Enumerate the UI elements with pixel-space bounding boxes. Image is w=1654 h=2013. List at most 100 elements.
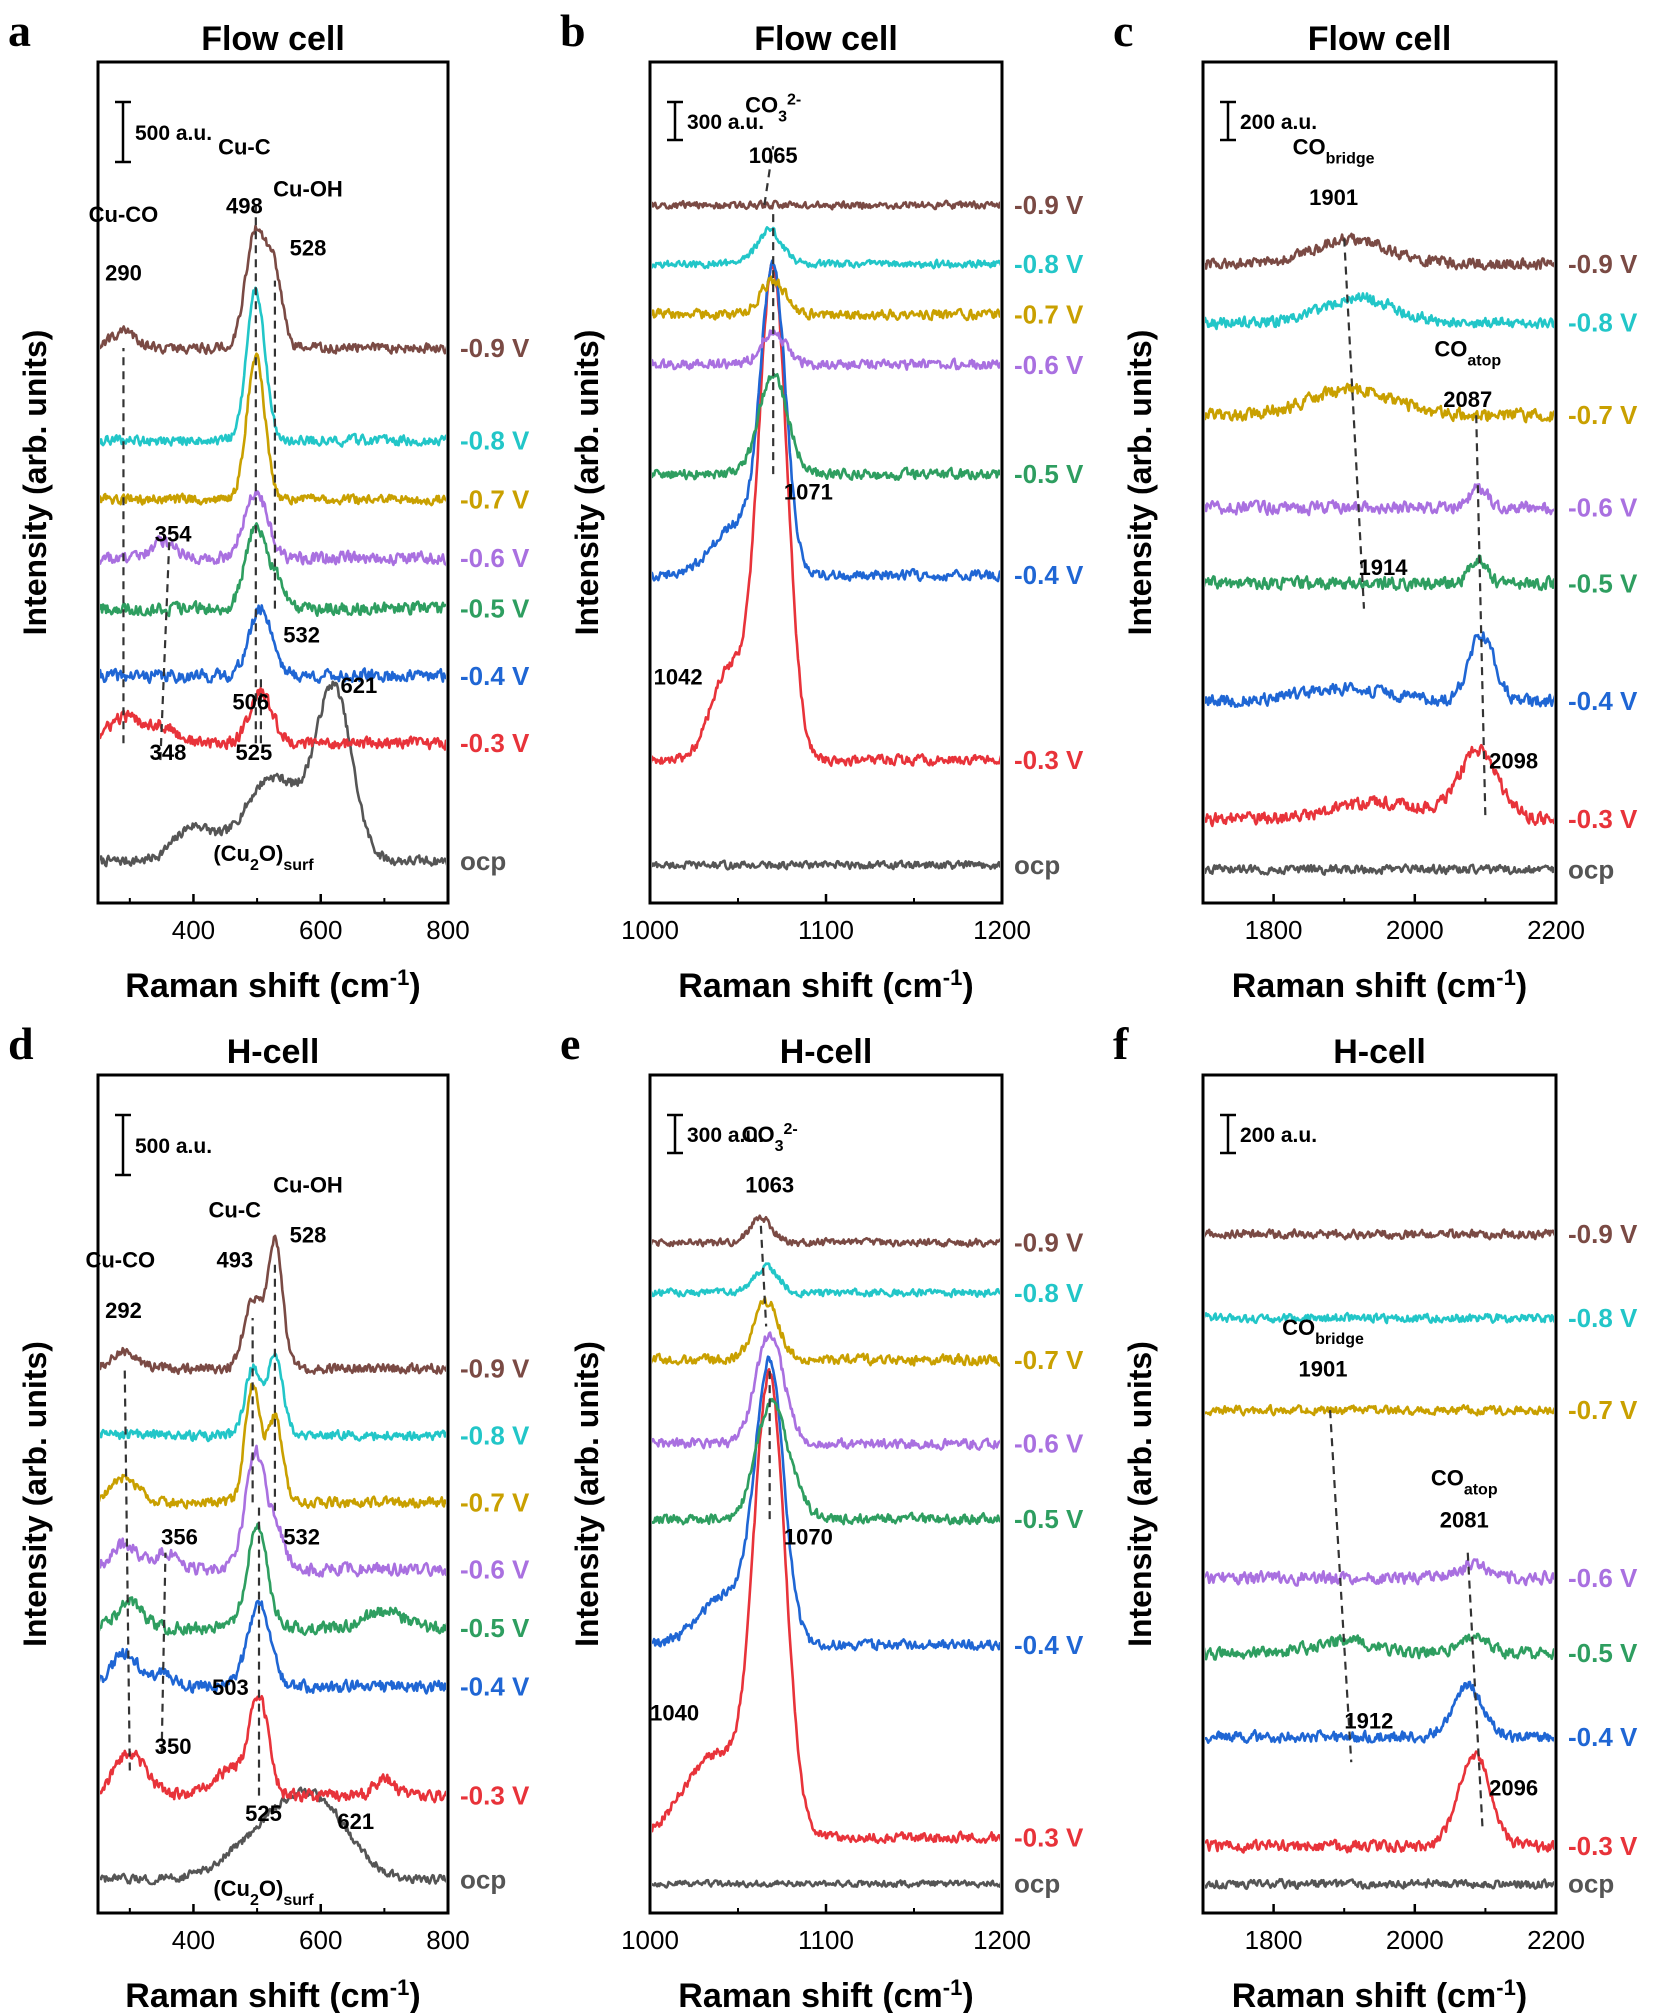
plot-frame [1201,1073,1558,1915]
panel-title: Flow cell [201,20,345,58]
peak-annotation: 528 [290,1223,327,1248]
panel-title: Flow cell [1308,20,1452,58]
spectrum-line [652,372,1000,481]
x-tick-label: 800 [426,1925,469,1955]
peak-annotation: 498 [226,193,263,218]
co-sub: atop [1464,1481,1498,1498]
potential-label: -0.7 V [1568,400,1638,430]
spectrum-line [652,275,1000,322]
scale-bar-label: 200 a.u. [1240,1124,1317,1147]
peak-annotation: 1070 [784,1524,833,1549]
y-axis-label: Intensity (arb. units) [1122,330,1158,636]
peak-annotation: Cu-OH [273,1172,343,1197]
peak-annotation: 2098 [1489,748,1538,773]
panel-title: Flow cell [754,20,898,58]
x-axis-label: Raman shift (cm-1) [125,1975,420,2013]
x-tick-label: 1000 [621,915,679,945]
spectrum-line [1205,554,1554,593]
spectrum-line [100,1694,446,1804]
peak-guide-dash [1343,238,1366,609]
x-axis-label-sup: -1 [1496,965,1516,990]
peak-annotation: 1914 [1359,555,1409,580]
spectrum-line [100,1382,446,1510]
spectrum-line [1205,1750,1554,1854]
potential-label: -0.3 V [460,1781,530,1811]
potential-label: -0.5 V [1014,459,1084,489]
peak-annotation: 356 [161,1524,198,1549]
x-axis-label-sup: -1 [943,1975,963,2000]
panel-title: H-cell [227,1033,320,1071]
cu2o-surf-label: (Cu2O)surf [213,841,314,874]
x-tick-label: 1100 [798,915,854,945]
panel-label: a [8,5,31,56]
spectrum-line [652,263,1000,768]
scale-bar-label: 300 a.u. [687,111,764,134]
potential-label: -0.8 V [1014,249,1084,279]
peak-annotation: 350 [155,1734,192,1759]
potential-label: -0.3 V [460,728,530,758]
spectrum-line [652,859,1000,871]
spectra-group [652,1214,1000,1889]
carbonate-sub: 3 [778,108,787,125]
peak-annotation: 290 [105,261,142,286]
scale-bar-label: 500 a.u. [135,122,212,145]
x-axis-label-end: ) [1516,967,1527,1005]
panel-title: H-cell [1333,1033,1426,1071]
potential-label: -0.4 V [1568,1722,1638,1752]
cu2o-part: O) [259,841,283,866]
x-axis-label-sup: -1 [1496,1975,1516,2000]
potential-label: -0.3 V [1014,1823,1084,1853]
peak-annotation: 506 [232,690,269,715]
co-main: CO [1431,1466,1464,1491]
x-tick-label: 2200 [1527,1925,1585,1955]
potential-label: -0.8 V [1568,308,1638,338]
spectra-group [100,1234,446,1886]
co-sub: bridge [1315,1330,1364,1347]
peak-guide-dash [1328,1410,1353,1763]
carbonate-label: CO32- [745,91,801,125]
plot-frame [96,1073,450,1915]
x-axis-label: Raman shift (cm-1) [678,1975,973,2013]
x-tick-label: 400 [172,915,215,945]
peak-annotation: 503 [212,1675,249,1700]
spectrum-line [1205,1632,1554,1661]
potential-label: -0.8 V [1568,1303,1638,1333]
y-axis-label: Intensity (arb. units) [17,330,53,636]
spectrum-line [652,1397,1000,1526]
co-main: CO [1293,135,1326,160]
peak-annotation: 348 [150,740,187,765]
potential-label: -0.5 V [1568,568,1638,598]
peak-annotation: 525 [245,1801,282,1826]
potential-label: -0.7 V [460,484,530,514]
potential-label: -0.7 V [1568,1395,1638,1425]
y-axis-label: Intensity (arb. units) [569,1341,605,1647]
spectrum-line [100,224,446,356]
y-axis-label: Intensity (arb. units) [17,1341,53,1647]
x-axis-label-main: Raman shift (cm [125,967,390,1005]
peak-annotation: 2087 [1443,387,1492,412]
co-label: COatop [1434,336,1501,369]
potential-label: -0.6 V [460,543,530,573]
x-tick-label: 1800 [1245,1925,1303,1955]
spectrum-line [100,604,446,685]
peak-annotation: 1040 [650,1700,699,1725]
peak-guide-dash [159,541,171,761]
panel-label: c [1113,5,1133,56]
potential-label: -0.8 V [460,425,530,455]
co-label: CObridge [1282,1315,1364,1348]
potential-label: -0.8 V [460,1420,530,1450]
potential-label: -0.7 V [1014,1345,1084,1375]
cu2o-sub: surf [283,856,314,873]
x-tick-label: 800 [426,915,469,945]
peak-annotation: 1042 [654,664,703,689]
potential-label: -0.7 V [1014,299,1084,329]
x-tick-label: 1000 [621,1925,679,1955]
co-sub: bridge [1326,150,1375,167]
peak-annotation: 1901 [1309,185,1358,210]
peak-annotation: Cu-OH [273,177,343,202]
x-tick-label: 1200 [973,915,1031,945]
spectrum-line [100,1352,446,1443]
spectrum-line [652,1296,1000,1367]
peak-annotation: 621 [341,673,378,698]
